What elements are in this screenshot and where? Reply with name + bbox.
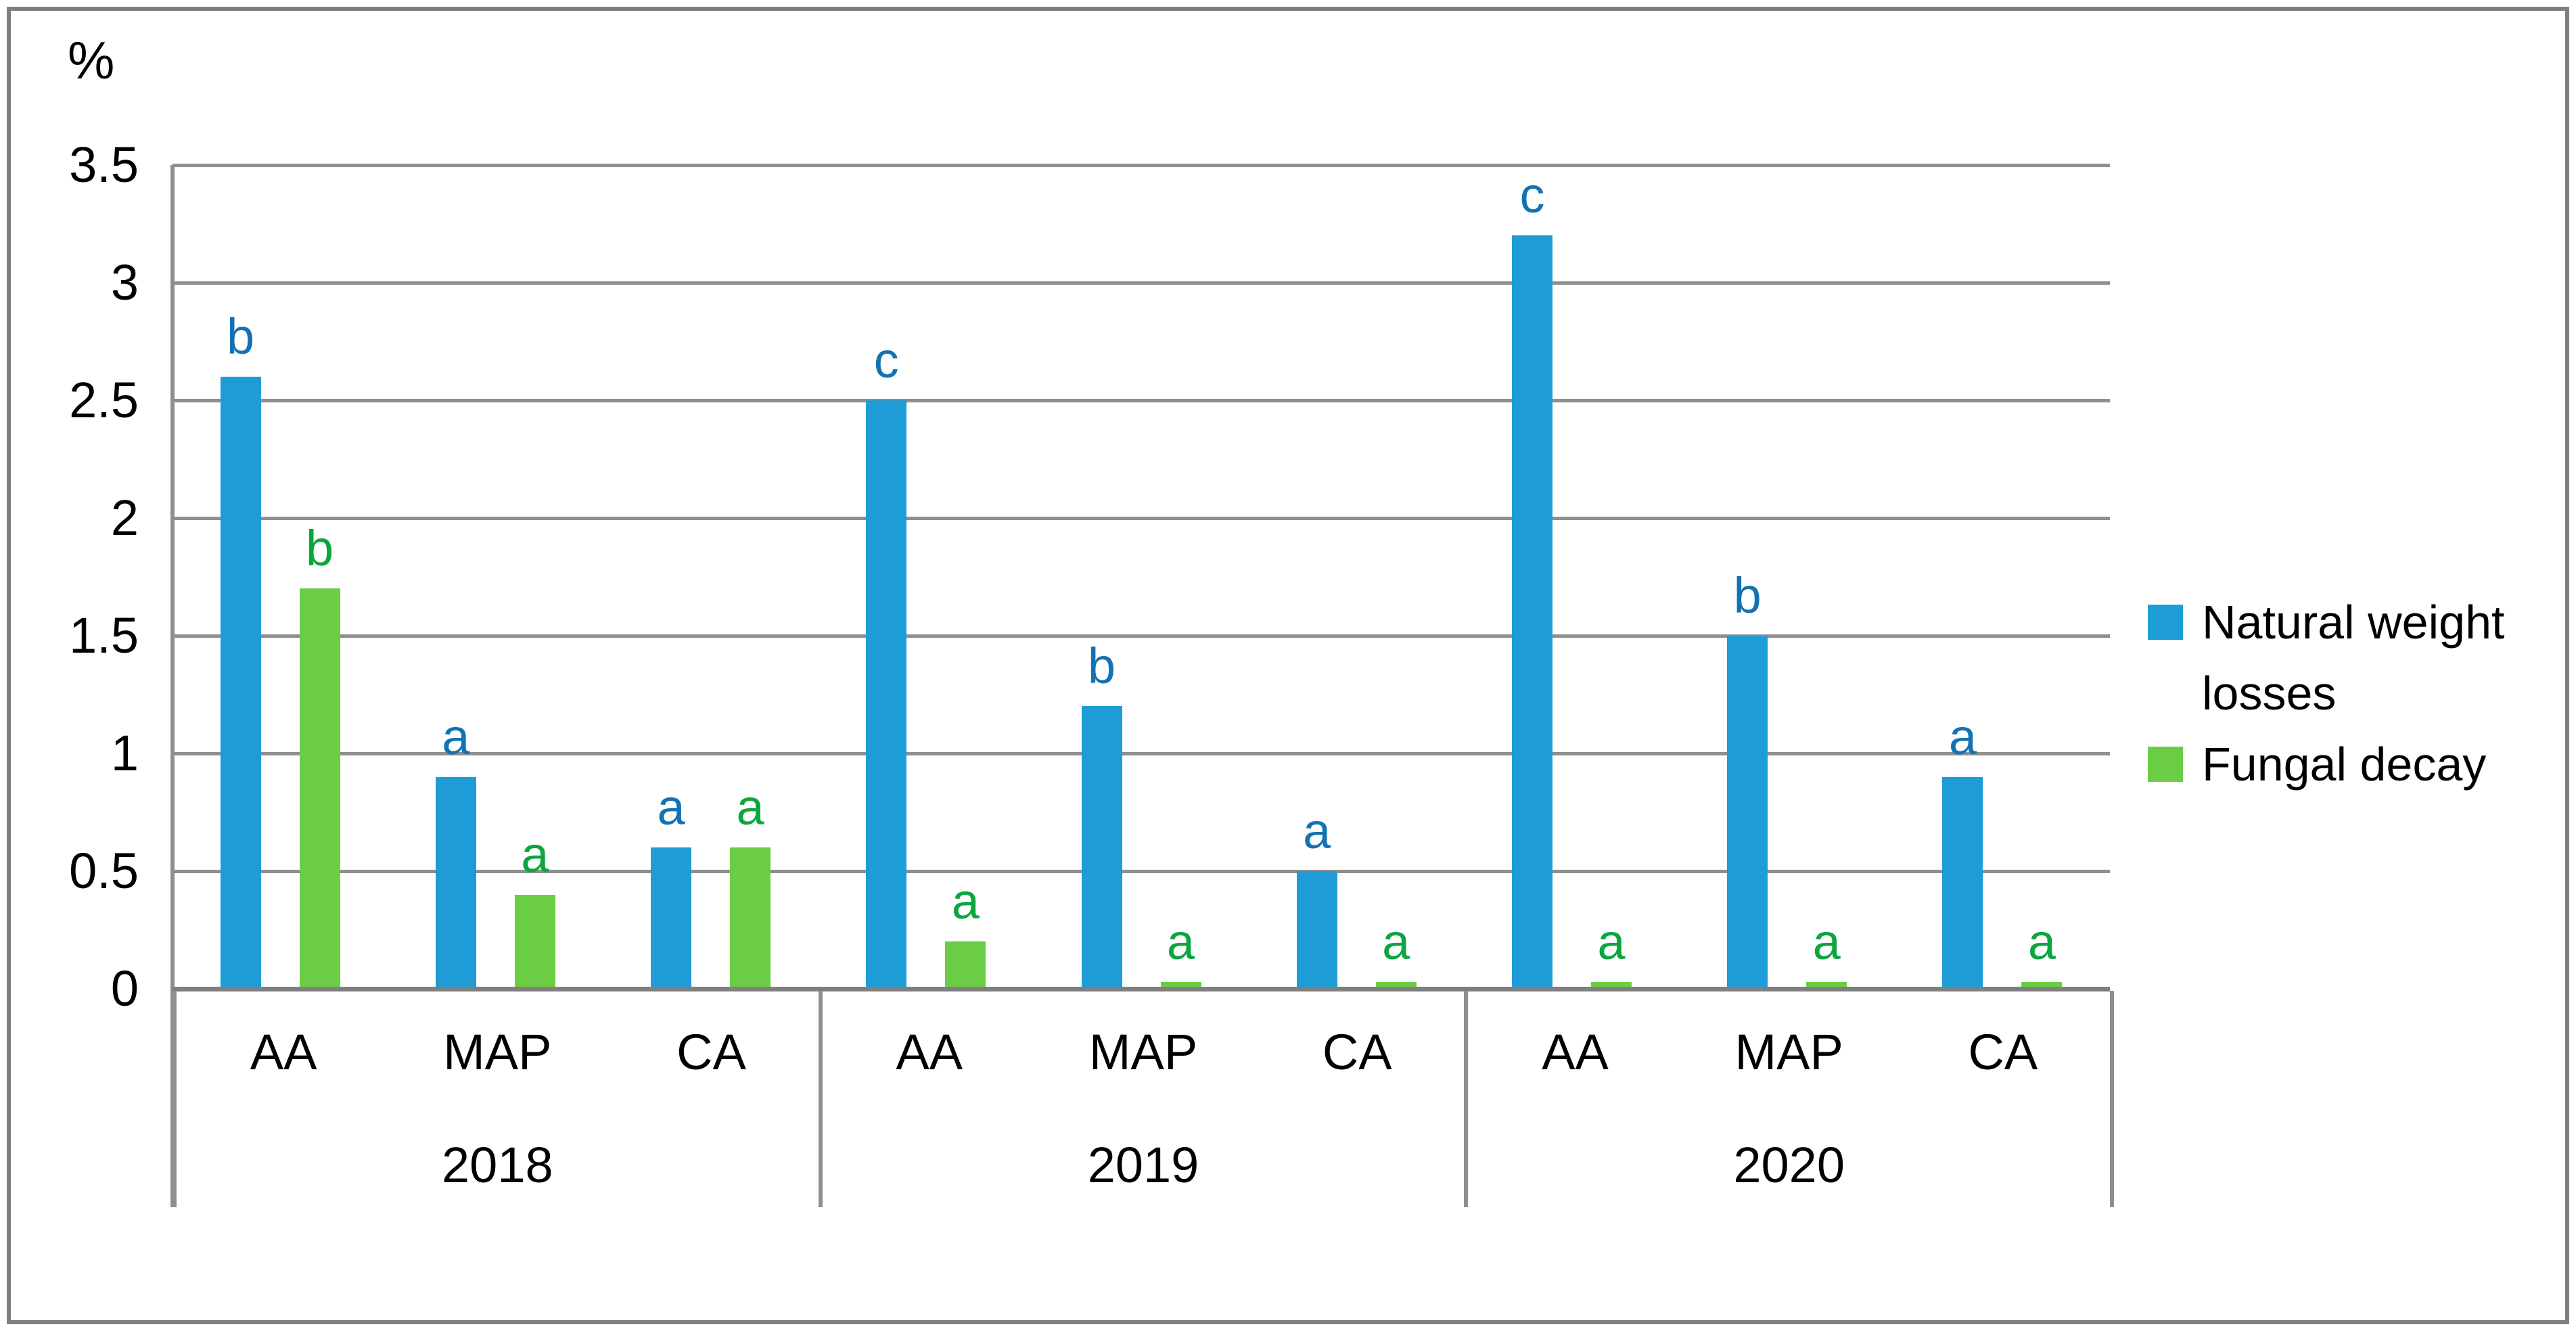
category-label: CA — [676, 1023, 746, 1080]
bar-2018-MAP-fungal-decay: a — [514, 830, 555, 989]
legend-swatch-fungal-decay — [2148, 747, 2183, 782]
y-axis-line — [170, 165, 175, 1207]
chart-legend: Natural weight losses Fungal decay — [2148, 587, 2537, 800]
year-label-row: 2018 — [177, 1113, 819, 1207]
significance-letter: a — [1303, 803, 1331, 859]
legend-item: Fungal decay — [2148, 729, 2537, 800]
bar-2020-CA-fungal-decay: a — [2021, 917, 2063, 989]
significance-letter: c — [873, 332, 899, 388]
bar-2019-MAP-fungal-decay: a — [1160, 917, 1201, 989]
significance-letter: a — [1812, 914, 1841, 970]
gridline — [172, 870, 2110, 873]
gridline — [172, 399, 2110, 402]
bar-2018-CA-fungal-decay: a — [730, 783, 771, 989]
legend-item: Natural weight losses — [2148, 587, 2537, 729]
year-label: 2019 — [1087, 1137, 1199, 1193]
bar-2019-CA-fungal-decay: a — [1375, 917, 1417, 989]
significance-letter: a — [951, 873, 980, 929]
year-label-row: 2020 — [1468, 1113, 2110, 1207]
gridline — [172, 164, 2110, 167]
category-label-row: AA MAP CA — [823, 991, 1465, 1113]
figure-frame — [7, 7, 2569, 1324]
significance-letter: a — [1382, 914, 1410, 970]
category-label: MAP — [443, 1023, 552, 1080]
category-label: MAP — [1734, 1023, 1843, 1080]
significance-letter: a — [1948, 709, 1977, 765]
bar-2020-MAP-fungal-decay: a — [1806, 917, 1847, 989]
y-tick-label: 1 — [110, 725, 139, 781]
y-tick-label: 3 — [110, 254, 139, 310]
category-label: MAP — [1088, 1023, 1198, 1080]
category-label: CA — [1322, 1023, 1392, 1080]
category-label: AA — [1542, 1023, 1609, 1080]
category-label-row: AA MAP CA — [177, 991, 819, 1113]
category-label-row: AA MAP CA — [1468, 991, 2110, 1113]
year-label: 2020 — [1733, 1137, 1845, 1193]
bar-2019-AA-fungal-decay: a — [945, 877, 986, 989]
y-axis-unit-label: % — [68, 30, 115, 90]
year-label: 2018 — [442, 1137, 553, 1193]
significance-letter: b — [227, 308, 255, 365]
bar-2019-AA-natural-weight-losses: c — [866, 335, 907, 989]
bar-2019-CA-natural-weight-losses: a — [1296, 806, 1337, 989]
bar-2020-CA-natural-weight-losses: a — [1942, 712, 1983, 989]
significance-letter: b — [1733, 567, 1762, 624]
legend-label: Fungal decay — [2202, 738, 2487, 791]
significance-letter: b — [306, 520, 334, 576]
y-tick-label: 1.5 — [69, 607, 139, 663]
y-tick-label: 2.5 — [69, 372, 139, 428]
significance-letter: a — [736, 779, 764, 835]
year-label-row: 2019 — [823, 1113, 1465, 1207]
significance-letter: b — [1087, 638, 1116, 694]
significance-letter: a — [1597, 914, 1626, 970]
category-label: CA — [1968, 1023, 2038, 1080]
bar-2018-MAP-natural-weight-losses: a — [435, 712, 476, 989]
x-axis-line — [172, 987, 2110, 991]
y-tick-label: 2 — [110, 490, 139, 546]
bar-2018-AA-fungal-decay: b — [299, 523, 340, 989]
significance-letter: a — [2027, 914, 2056, 970]
legend-label: Natural weight losses — [2202, 596, 2505, 720]
year-box-2020: AA MAP CA 2020 — [1468, 991, 2115, 1207]
significance-letter: a — [521, 826, 549, 883]
year-box-2018: AA MAP CA 2018 — [177, 991, 823, 1207]
significance-letter: a — [1166, 914, 1195, 970]
bar-2018-AA-natural-weight-losses: b — [220, 312, 261, 989]
category-label: AA — [250, 1023, 317, 1080]
legend-swatch-natural-weight-losses — [2148, 605, 2183, 640]
gridline — [172, 281, 2110, 285]
category-axis-strip: AA MAP CA 2018 AA MAP CA 2019 AA MAP CA 2020 — [172, 991, 2115, 1207]
gridline — [172, 634, 2110, 638]
bar-2018-CA-natural-weight-losses: a — [651, 783, 692, 989]
gridline — [172, 517, 2110, 520]
significance-letter: a — [657, 779, 685, 835]
y-tick-label: 3.5 — [69, 137, 139, 193]
significance-letter: a — [442, 709, 470, 765]
bar-2020-AA-fungal-decay: a — [1590, 917, 1632, 989]
bar-2020-MAP-natural-weight-losses: b — [1727, 571, 1768, 989]
gridline — [172, 752, 2110, 755]
category-label: AA — [896, 1023, 963, 1080]
year-box-2019: AA MAP CA 2019 — [823, 991, 1469, 1207]
y-tick-label: 0.5 — [69, 843, 139, 899]
bar-2019-MAP-natural-weight-losses: b — [1081, 641, 1122, 989]
bar-2020-AA-natural-weight-losses: c — [1511, 170, 1552, 989]
significance-letter: c — [1519, 167, 1545, 223]
y-tick-label: 0 — [110, 960, 139, 1017]
